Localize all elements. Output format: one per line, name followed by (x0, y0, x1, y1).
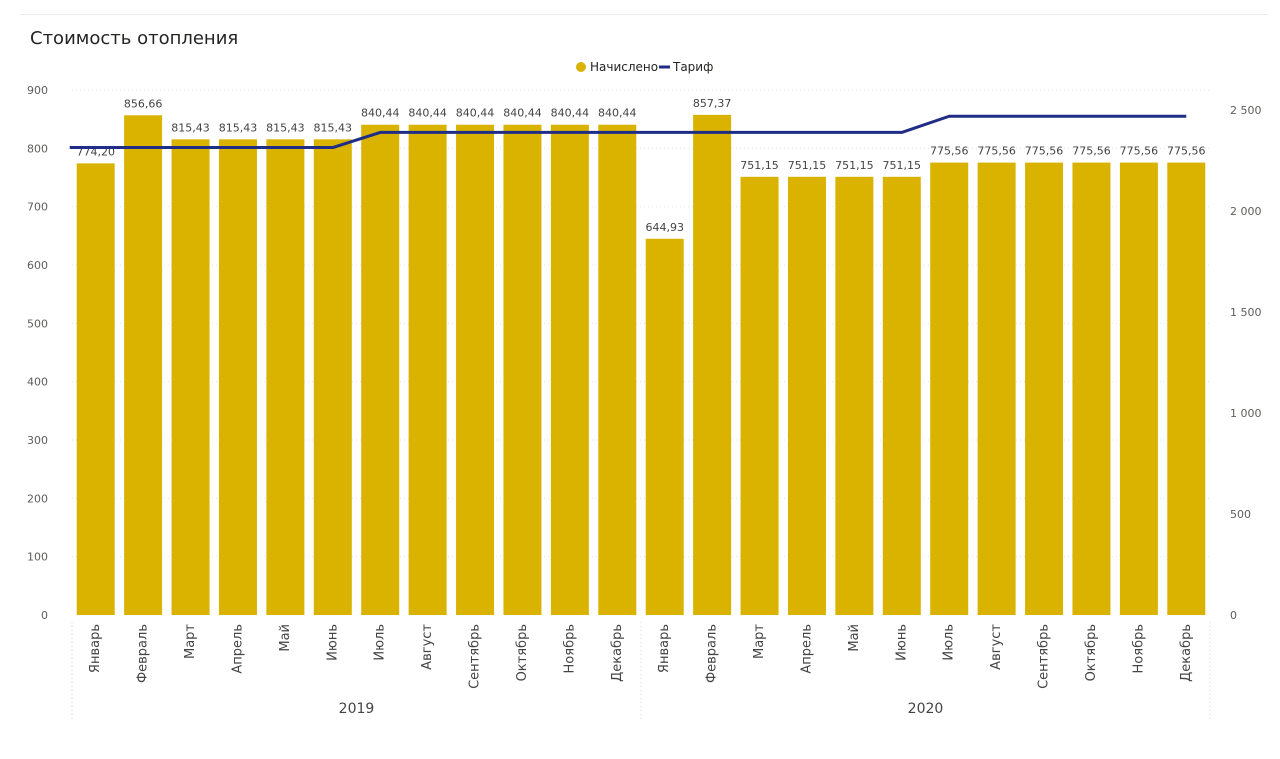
bar-data-label: 775,56 (1120, 145, 1159, 158)
x-category-label: Февраль (136, 624, 151, 683)
chart-title: Стоимость отопления (30, 28, 239, 49)
bar-data-label: 751,15 (883, 159, 922, 172)
y-left-tick-label: 500 (27, 317, 48, 330)
y-left-tick-label: 600 (27, 259, 48, 272)
bar (977, 162, 1016, 615)
y-right-tick-label: 500 (1230, 508, 1251, 521)
x-category-label: Май (847, 624, 862, 652)
bar-data-label: 644,93 (645, 221, 684, 234)
bar-data-label: 840,44 (361, 107, 400, 120)
x-category-label: Ноябрь (562, 624, 577, 673)
tarif-line (69, 114, 1187, 150)
x-group-label: 2020 (908, 701, 944, 717)
y-left-tick-label: 0 (41, 609, 48, 622)
top-divider (20, 14, 1268, 15)
y-right-tick-label: 1 500 (1230, 306, 1262, 319)
bar-data-label: 840,44 (551, 107, 590, 120)
y-right-tick-label: 0 (1230, 609, 1237, 622)
y-left-tick-label: 100 (27, 551, 48, 564)
bar (76, 163, 115, 615)
x-category-label: Сентябрь (468, 624, 483, 689)
x-category-label: Ноябрь (1131, 624, 1146, 673)
bar-data-label: 775,56 (1167, 145, 1206, 158)
x-category-label: Август (989, 624, 1004, 670)
x-category-label: Май (278, 624, 293, 652)
y-right-tick-label: 1 000 (1230, 407, 1262, 420)
bar (550, 124, 589, 615)
legend-dot-nachisleno (576, 62, 586, 72)
bar (835, 176, 874, 615)
bar (361, 124, 400, 615)
y-left-tick-label: 900 (27, 84, 48, 97)
y-right-tick-label: 2 500 (1230, 104, 1262, 117)
bar-data-label: 815,43 (219, 121, 258, 134)
y-left-tick-label: 200 (27, 492, 48, 505)
bar-data-label: 815,43 (314, 121, 353, 134)
x-category-label: Декабрь (1179, 624, 1194, 682)
y-left-tick-label: 400 (27, 376, 48, 389)
bar (645, 238, 684, 615)
bar-data-label: 815,43 (266, 121, 305, 134)
y-left-tick-label: 300 (27, 434, 48, 447)
bar (598, 124, 637, 615)
x-category-label: Март (752, 624, 767, 659)
bar (1072, 162, 1111, 615)
bar (1119, 162, 1158, 615)
bar (693, 114, 732, 616)
x-category-label: Январь (88, 624, 103, 673)
x-category-label: Июнь (325, 624, 340, 661)
y-left-tick-label: 800 (27, 142, 48, 155)
y-left-tick-label: 700 (27, 201, 48, 214)
bar-data-label: 751,15 (740, 159, 779, 172)
bar (787, 176, 826, 615)
x-category-label: Июль (373, 624, 388, 661)
x-category-label: Декабрь (610, 624, 625, 682)
bar-data-label: 751,15 (788, 159, 827, 172)
bar-data-label: 840,44 (503, 107, 542, 120)
bar (171, 139, 210, 615)
bar-data-label: 775,56 (930, 145, 969, 158)
bar-data-label: 856,66 (124, 97, 163, 110)
bar-data-label: 775,56 (977, 145, 1016, 158)
x-category-label: Сентябрь (1037, 624, 1052, 689)
x-category-label: Июль (942, 624, 957, 661)
bar-data-label: 840,44 (456, 107, 495, 120)
bar-data-label: 775,56 (1072, 145, 1111, 158)
bar (1025, 162, 1064, 615)
bar-data-label: 857,37 (693, 97, 732, 110)
x-group-label: 2019 (339, 701, 375, 717)
x-category-label: Апрель (230, 624, 245, 674)
x-category-label: Октябрь (1084, 624, 1099, 681)
x-category-label: Январь (657, 624, 672, 673)
bar (124, 115, 163, 615)
bar (882, 176, 921, 615)
bar (503, 124, 542, 615)
bar-data-label: 840,44 (598, 107, 637, 120)
bar (266, 139, 305, 615)
bar (408, 124, 447, 615)
x-category-label: Октябрь (515, 624, 530, 681)
x-category-label: Август (420, 624, 435, 670)
bar-data-label: 815,43 (171, 121, 210, 134)
bar (740, 176, 779, 615)
bar (1167, 162, 1206, 615)
x-category-label: Март (183, 624, 198, 659)
y-right-tick-label: 2 000 (1230, 205, 1262, 218)
legend-label-nachisleno: Начислено (590, 60, 658, 74)
bar (456, 124, 495, 615)
bar (930, 162, 969, 615)
x-category-label: Апрель (799, 624, 814, 674)
bar (313, 139, 352, 615)
legend-label-tarif: Тариф (672, 60, 713, 74)
bar (218, 139, 257, 615)
bar-data-label: 775,56 (1025, 145, 1064, 158)
x-category-label: Июнь (894, 624, 909, 661)
bar-data-label: 751,15 (835, 159, 874, 172)
bar-data-label: 840,44 (408, 107, 447, 120)
x-category-label: Февраль (705, 624, 720, 683)
